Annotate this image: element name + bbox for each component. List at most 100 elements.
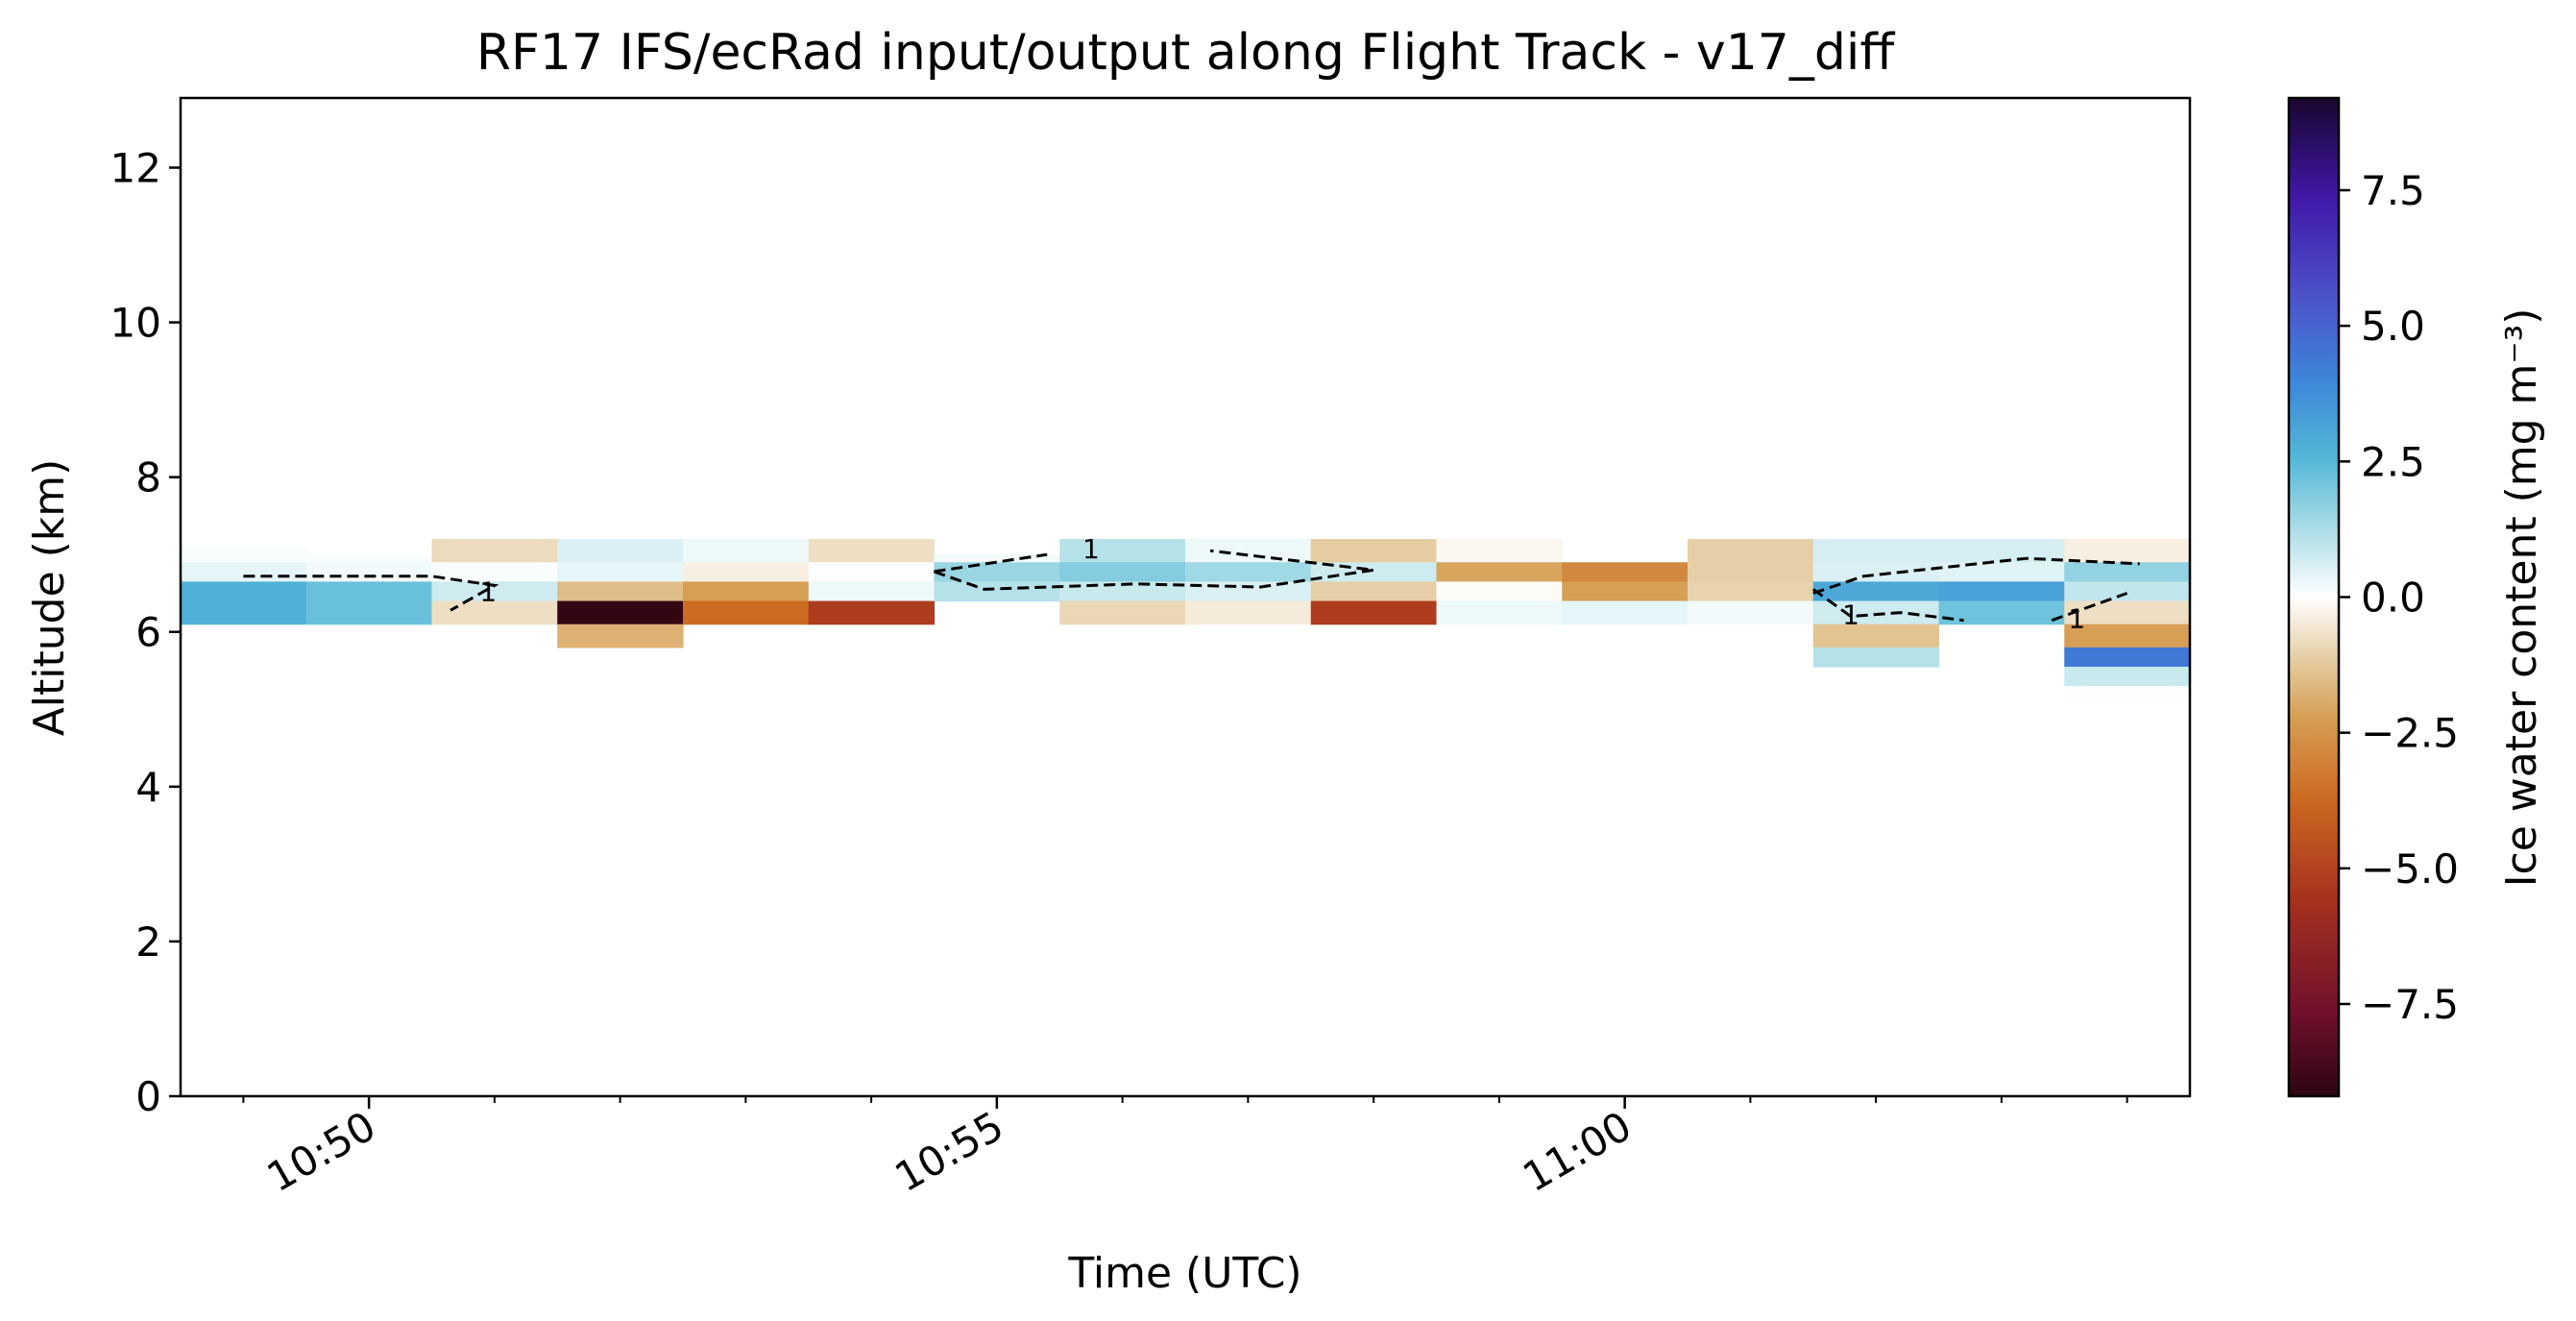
colorbar-label: Ice water content (mg m⁻³)	[2497, 308, 2546, 888]
contour-line	[2051, 592, 2128, 623]
heatmap-cell	[683, 581, 810, 602]
heatmap-cell	[557, 562, 684, 582]
colorbar-tick-label: 7.5	[2361, 167, 2425, 214]
x-tick-label: 10:50	[259, 1102, 383, 1201]
heatmap-cell	[1562, 562, 1689, 582]
heatmap-cell	[1812, 539, 1940, 563]
heatmap-cell	[2064, 600, 2190, 625]
heatmap-cell	[181, 581, 307, 625]
y-tick-label: 8	[135, 454, 161, 501]
contour-label: 1	[2068, 603, 2085, 635]
heatmap-cell	[2064, 539, 2190, 563]
heatmap-cell	[557, 539, 684, 563]
heatmap-cell	[1938, 581, 2065, 602]
heatmap-cell	[683, 600, 810, 625]
heatmap-cell	[557, 581, 684, 602]
y-axis-label: Altitude (km)	[25, 459, 74, 737]
heatmap-cell	[181, 562, 307, 582]
heatmap-cell	[431, 562, 558, 582]
heatmap-cell	[1562, 581, 1689, 602]
heatmap-cell	[1310, 581, 1438, 602]
y-tick-label: 12	[110, 144, 161, 191]
colorbar-gradient	[2287, 96, 2341, 1098]
heatmap-cell	[1436, 562, 1563, 582]
heatmap-cell	[1185, 581, 1312, 602]
chart-title: RF17 IFS/ecRad input/output along Flight…	[476, 24, 1895, 82]
heatmap-cell	[1059, 600, 1186, 625]
heatmap-cell	[1562, 600, 1689, 625]
heatmap-cells	[181, 539, 2190, 698]
colorbar-ticks: −7.5 −5.0 −2.5 0.0 2.5 5.0 7.5	[2339, 167, 2459, 1028]
x-tick-label: 11:00	[1515, 1102, 1639, 1201]
contour-line	[243, 575, 499, 612]
heatmap-cell	[808, 581, 936, 602]
heatmap-cell	[305, 554, 433, 563]
heatmap-cell	[934, 562, 1060, 582]
heatmap-cell	[934, 554, 1060, 563]
contour-line	[1811, 588, 1964, 623]
heatmap-cell	[1436, 581, 1563, 602]
heatmap-cell	[305, 581, 433, 625]
heatmap-cell	[1436, 539, 1563, 563]
heatmap-cell	[1938, 539, 2065, 563]
heatmap-cell	[808, 562, 936, 582]
heatmap-cell	[557, 600, 684, 625]
y-tick-label: 2	[135, 918, 161, 966]
colorbar: −7.5 −5.0 −2.5 0.0 2.5 5.0 7.5 Ice water conte…	[2287, 96, 2546, 1098]
x-tick-label: 10:55	[887, 1102, 1011, 1201]
x-axis: 10:50 10:55 11:00	[242, 1096, 2128, 1201]
heatmap-cell	[1436, 600, 1563, 625]
heatmap-cell	[1059, 562, 1186, 582]
heatmap-cell	[1310, 539, 1438, 563]
contour-line	[933, 549, 1374, 591]
y-tick-label: 10	[110, 300, 161, 347]
contour-lines: 1 1 1 1	[243, 533, 2140, 635]
colorbar-tick-label: 0.0	[2361, 575, 2425, 622]
heatmap-cell	[1938, 600, 2065, 625]
heatmap-cell	[1185, 562, 1312, 582]
heatmap-cell	[1688, 600, 1814, 625]
colorbar-tick-label: −7.5	[2361, 981, 2459, 1028]
heatmap-cell	[431, 539, 558, 563]
heatmap-cell	[1812, 647, 1940, 668]
y-axis: 0 2 4 6 8 10 12	[110, 144, 181, 1120]
heatmap-cell	[2064, 624, 2190, 648]
heatmap-cell	[305, 562, 433, 582]
heatmap-cell	[808, 600, 936, 625]
contour-label: 1	[1082, 533, 1100, 565]
heatmap-cell	[1688, 581, 1814, 602]
heatmap-cell	[2064, 647, 2190, 668]
colorbar-tick-label: −5.0	[2361, 845, 2459, 893]
colorbar-tick-label: −2.5	[2361, 710, 2459, 757]
contour-label: 1	[1842, 599, 1859, 631]
heatmap-cell	[934, 581, 1060, 602]
heatmap-cell	[1938, 562, 2065, 582]
contour-label: 1	[479, 576, 497, 608]
heatmap-cell	[1812, 562, 1940, 582]
heatmap-cell	[1812, 624, 1940, 648]
heatmap-cell	[808, 539, 936, 563]
heatmap-cell	[431, 600, 558, 625]
heatmap-cell	[1059, 539, 1186, 563]
heatmap-cell	[431, 581, 558, 602]
y-tick-label: 6	[135, 609, 161, 656]
colorbar-tick-label: 5.0	[2361, 303, 2425, 350]
heatmap-cell	[2064, 581, 2190, 602]
heatmap-cell	[1688, 539, 1814, 582]
heatmap-cell	[683, 562, 810, 582]
contour-line	[934, 552, 1048, 574]
heatmap-cell	[1310, 600, 1438, 625]
heatmap-cell	[181, 547, 307, 563]
y-tick-label: 0	[135, 1073, 161, 1120]
colorbar-tick-label: 2.5	[2361, 438, 2425, 485]
heatmap-cell	[2064, 686, 2190, 698]
heatmap-cell	[2064, 666, 2190, 687]
heatmap-cell	[1185, 600, 1312, 625]
y-tick-label: 4	[135, 764, 161, 811]
contour-line	[1812, 556, 2140, 595]
plot-area: 1 1 1 1	[179, 96, 2192, 1098]
heatmap-cell	[2064, 562, 2190, 582]
heatmap-cell	[1812, 581, 1940, 602]
x-axis-label: Time (UTC)	[1067, 1249, 1301, 1298]
